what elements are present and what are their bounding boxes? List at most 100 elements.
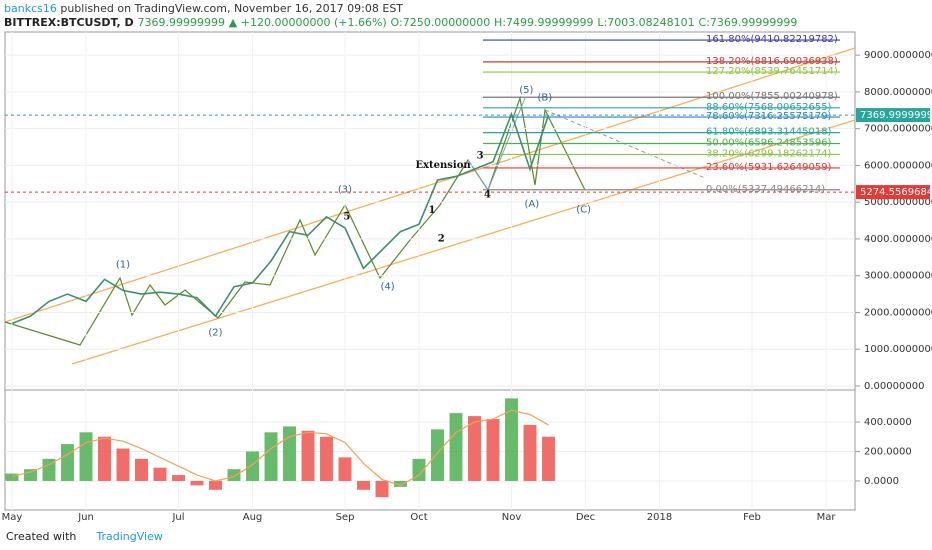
- histogram-bar: [172, 475, 185, 481]
- author[interactable]: bankcs16: [4, 2, 57, 15]
- histogram-bar: [61, 444, 74, 481]
- histogram-bar: [431, 429, 444, 481]
- histogram-bar: [394, 480, 407, 487]
- close: C:7369.99999999: [698, 16, 798, 29]
- histogram-bar: [505, 398, 518, 481]
- x-tick-label: Oct: [410, 512, 427, 523]
- histogram-bar: [468, 416, 481, 481]
- chart: 0.00000000 1000.00000000 2000.00000000 3000…: [2, 31, 932, 523]
- y-tick-label: 8000.00000000: [864, 87, 932, 98]
- high: H:7499.99999999: [494, 16, 594, 29]
- histogram-bar: [320, 436, 333, 481]
- fib-label: 61.80%(6893.31445018): [706, 127, 832, 138]
- fib-label: 23.60%(5931.62649059): [706, 162, 832, 173]
- x-tick-label: 2018: [647, 512, 672, 523]
- x-tick-label: Nov: [502, 512, 522, 523]
- histogram-bar: [449, 413, 463, 481]
- annotation: (5): [519, 85, 533, 96]
- x-tick-label: Aug: [243, 512, 263, 523]
- histogram-bar: [209, 480, 222, 490]
- histogram-bar: [190, 480, 204, 486]
- y-tick-label: 4000.00000000: [864, 234, 932, 245]
- y-tick-label: 0.00000000: [864, 381, 924, 392]
- fib-label: 100.00%(7855.00240978): [706, 91, 838, 102]
- channel-top: [4, 47, 856, 323]
- channel-bottom: [71, 119, 856, 365]
- histogram-bar: [42, 458, 56, 481]
- y-tick-label: 7000.00000000: [864, 124, 932, 135]
- histogram-bar: [264, 432, 278, 481]
- symbol: BITTREX:BTCUSDT, D: [4, 16, 134, 29]
- histogram-bar: [153, 467, 167, 481]
- annotation: (A): [525, 199, 540, 210]
- low: L:7003.08248101: [597, 16, 695, 29]
- price-line: [11, 111, 550, 325]
- x-tick-label: Sep: [336, 512, 355, 523]
- fib-label: 38.20%(6299.18262174): [706, 148, 832, 159]
- y-tick-label: 1000.00000000: [864, 344, 932, 355]
- y-tick-label: 3000.00000000: [864, 271, 932, 282]
- histogram-bar: [357, 480, 370, 490]
- price-marker-label: 5274.55696845: [860, 187, 932, 198]
- x-tick-label: Mar: [817, 512, 837, 523]
- y-tick-label: 0.0000: [864, 476, 899, 487]
- histogram-bar: [523, 424, 537, 481]
- fib-label: 78.60%(7316.25575179): [706, 111, 832, 122]
- header-line: bankcs16 published on TradingView.com, N…: [4, 2, 403, 15]
- histogram-bar: [24, 469, 37, 481]
- annotation: (4): [380, 282, 394, 293]
- y-tick-label: 9000.00000000: [864, 50, 932, 61]
- annotation: Extension: [415, 160, 471, 171]
- annotation: 5: [343, 211, 350, 222]
- x-tick-label: Feb: [743, 512, 761, 523]
- annotation: 4: [484, 189, 491, 200]
- histogram-bar: [5, 473, 19, 481]
- histogram-bar: [135, 458, 148, 481]
- y-tick-label: 200.0000: [864, 446, 912, 457]
- x-tick-label: Jun: [77, 512, 94, 523]
- histogram-bar: [338, 457, 352, 481]
- published: published on TradingView.com, November 1…: [60, 2, 404, 15]
- y-tick-label: 5000.00000000: [864, 197, 932, 208]
- histogram-bar: [542, 436, 555, 481]
- y-tick-label: 400.0000: [864, 417, 912, 428]
- last: 7369.99999999: [137, 16, 225, 29]
- created: Created with: [6, 530, 77, 543]
- y-tick-label: 6000.00000000: [864, 160, 932, 171]
- x-tick-label: Jul: [171, 512, 184, 523]
- histogram-bar: [116, 448, 130, 481]
- symbol-line: BITTREX:BTCUSDT, D 7369.99999999 ▲ +120.…: [4, 16, 797, 29]
- histogram-bar: [79, 432, 93, 481]
- change: ▲ +120.00000000 (+1.66%): [228, 16, 387, 29]
- histogram-bar: [412, 458, 426, 481]
- wave-lines: [4, 95, 586, 346]
- footer: Created with TradingView: [6, 530, 163, 543]
- histogram-bar: [375, 480, 389, 498]
- annotation: (2): [208, 328, 222, 339]
- fib-label: 138.20%(8816.69036938): [706, 56, 838, 67]
- histogram-bar: [227, 469, 241, 481]
- histogram-bar: [246, 451, 259, 481]
- annotation: 1: [428, 205, 435, 216]
- y-tick-label: 2000.00000000: [864, 307, 932, 318]
- histogram-bar: [486, 419, 500, 481]
- annotation: (1): [116, 260, 130, 271]
- price-marker-label: 7369.99999999: [860, 110, 932, 121]
- annotation: (C): [576, 205, 591, 216]
- annotation: 2: [438, 233, 445, 244]
- x-tick-label: Dec: [576, 512, 595, 523]
- fib-label: 88.60%(7568.00652655): [706, 102, 832, 113]
- fib-label: 127.20%(8539.76451714): [706, 66, 838, 77]
- fib-label: 0.00%(5337.49466214): [706, 184, 825, 195]
- annotation: (3): [338, 184, 352, 195]
- brand[interactable]: TradingView: [96, 530, 163, 543]
- fib-label: 161.80%(9410.82219782): [706, 34, 838, 45]
- price-marker-box: [856, 108, 930, 123]
- fib-label: 50.00%(6596.24853596): [706, 138, 832, 149]
- price-marker-box: [856, 185, 930, 200]
- annotation: (B): [537, 92, 552, 103]
- open: O:7250.00000000: [390, 16, 491, 29]
- histogram-bar: [283, 426, 296, 481]
- histogram-bar: [98, 436, 111, 481]
